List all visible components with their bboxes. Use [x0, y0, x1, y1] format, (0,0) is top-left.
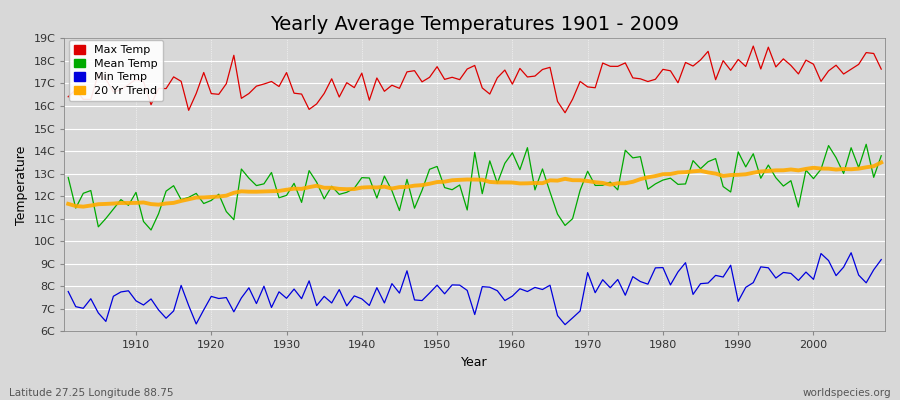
Text: worldspecies.org: worldspecies.org [803, 388, 891, 398]
Title: Yearly Average Temperatures 1901 - 2009: Yearly Average Temperatures 1901 - 2009 [270, 15, 680, 34]
Legend: Max Temp, Mean Temp, Min Temp, 20 Yr Trend: Max Temp, Mean Temp, Min Temp, 20 Yr Tre… [68, 40, 163, 101]
Y-axis label: Temperature: Temperature [15, 145, 28, 224]
Text: Latitude 27.25 Longitude 88.75: Latitude 27.25 Longitude 88.75 [9, 388, 174, 398]
X-axis label: Year: Year [462, 356, 488, 369]
